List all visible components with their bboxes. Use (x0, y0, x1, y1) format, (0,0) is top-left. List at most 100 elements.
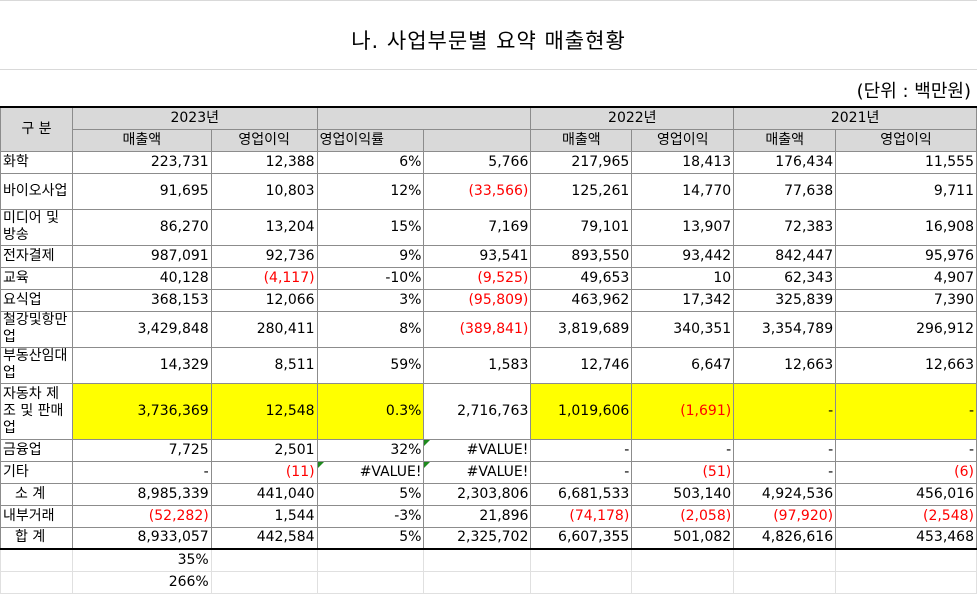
cell[interactable]: 2,325,702 (423, 526, 532, 550)
cell[interactable]: 280,411 (210, 310, 318, 348)
header-op-income-2021[interactable]: 영업이익 (835, 128, 977, 152)
cell[interactable]: 93,442 (631, 244, 735, 268)
cell[interactable]: - (631, 438, 735, 462)
row-label[interactable]: 교육 (0, 266, 73, 290)
cell[interactable]: 223,731 (71, 150, 212, 174)
empty-cell[interactable] (631, 570, 735, 594)
cell[interactable]: 32% (316, 438, 425, 462)
cell[interactable]: 91,695 (71, 172, 212, 210)
cell[interactable]: 7,390 (835, 288, 977, 312)
cell[interactable]: (1,691) (631, 382, 735, 440)
cell[interactable]: 62,343 (733, 266, 837, 290)
cell[interactable]: 2,716,763 (423, 382, 532, 440)
cell[interactable]: 16,908 (835, 208, 977, 246)
cell[interactable]: 3% (316, 288, 425, 312)
cell[interactable]: (9,525) (423, 266, 532, 290)
empty-cell[interactable] (210, 570, 318, 594)
cell[interactable]: 4,907 (835, 266, 977, 290)
cell[interactable]: (6) (835, 460, 977, 484)
cell[interactable]: -3% (316, 504, 425, 528)
empty-cell[interactable] (423, 570, 532, 594)
cell[interactable]: 8,985,339 (71, 482, 212, 506)
empty-cell[interactable] (210, 548, 318, 572)
cell[interactable]: 296,912 (835, 310, 977, 348)
empty-cell[interactable] (733, 548, 837, 572)
cell[interactable]: 6,607,355 (530, 526, 633, 550)
cell[interactable]: 12,746 (530, 346, 633, 384)
header-op-margin[interactable]: 영업이익률 (316, 128, 425, 152)
header-op-income-2022[interactable]: 영업이익 (631, 128, 735, 152)
cell[interactable]: 3,354,789 (733, 310, 837, 348)
cell[interactable]: 1,019,606 (530, 382, 633, 440)
cell[interactable]: 12% (316, 172, 425, 210)
cell[interactable]: 12,066 (210, 288, 318, 312)
cell[interactable]: 8,933,057 (71, 526, 212, 550)
cell[interactable]: 17,342 (631, 288, 735, 312)
cell[interactable]: 11,555 (835, 150, 977, 174)
cell[interactable]: 77,638 (733, 172, 837, 210)
header-category[interactable]: 구 분 (0, 106, 73, 152)
cell[interactable]: 3,429,848 (71, 310, 212, 348)
empty-cell[interactable] (733, 570, 837, 594)
cell[interactable]: 10 (631, 266, 735, 290)
cell[interactable]: (11) (210, 460, 318, 484)
header-op-income-2023[interactable]: 영업이익 (210, 128, 318, 152)
cell[interactable]: 456,016 (835, 482, 977, 506)
cell[interactable]: 8,511 (210, 346, 318, 384)
row-label[interactable]: 소 계 (0, 482, 73, 506)
cell[interactable]: 340,351 (631, 310, 735, 348)
cell[interactable]: - (733, 438, 837, 462)
cell[interactable]: 95,976 (835, 244, 977, 268)
row-label[interactable]: 부동산임대업 (0, 346, 73, 384)
empty-cell[interactable] (530, 570, 633, 594)
cell-error[interactable]: #VALUE! (423, 438, 532, 462)
cell[interactable]: (51) (631, 460, 735, 484)
cell[interactable]: 5,766 (423, 150, 532, 174)
empty-cell[interactable] (631, 548, 735, 572)
header-year-2021[interactable]: 2021년 (733, 106, 977, 130)
cell[interactable]: 2,303,806 (423, 482, 532, 506)
row-label[interactable]: 금융업 (0, 438, 73, 462)
cell[interactable]: 893,550 (530, 244, 633, 268)
cell[interactable]: 12,388 (210, 150, 318, 174)
cell[interactable]: 453,468 (835, 526, 977, 550)
cell[interactable]: - (530, 460, 633, 484)
cell[interactable]: 9% (316, 244, 425, 268)
cell[interactable]: 266% (71, 570, 212, 594)
cell[interactable]: 503,140 (631, 482, 735, 506)
cell[interactable]: 5% (316, 526, 425, 550)
cell[interactable]: (33,566) (423, 172, 532, 210)
cell[interactable]: 79,101 (530, 208, 633, 246)
row-label[interactable]: 기타 (0, 460, 73, 484)
cell[interactable]: 6% (316, 150, 425, 174)
cell[interactable]: 842,447 (733, 244, 837, 268)
cell[interactable]: 501,082 (631, 526, 735, 550)
cell[interactable]: 4,924,536 (733, 482, 837, 506)
cell[interactable]: 3,819,689 (530, 310, 633, 348)
cell[interactable]: (2,058) (631, 504, 735, 528)
cell[interactable]: 59% (316, 346, 425, 384)
cell[interactable]: 15% (316, 208, 425, 246)
cell[interactable]: 6,681,533 (530, 482, 633, 506)
cell[interactable]: 49,653 (530, 266, 633, 290)
cell[interactable]: 176,434 (733, 150, 837, 174)
cell[interactable]: 9,711 (835, 172, 977, 210)
cell[interactable]: 35% (71, 548, 212, 572)
cell[interactable]: 6,647 (631, 346, 735, 384)
cell[interactable]: 125,261 (530, 172, 633, 210)
header-year-2022[interactable]: 2022년 (530, 106, 735, 130)
cell[interactable]: 5% (316, 482, 425, 506)
cell[interactable]: 10,803 (210, 172, 318, 210)
cell[interactable]: 1,544 (210, 504, 318, 528)
row-label[interactable]: 합 계 (0, 526, 73, 550)
cell[interactable]: 13,204 (210, 208, 318, 246)
cell[interactable]: - (835, 382, 977, 440)
cell[interactable]: - (733, 382, 837, 440)
cell[interactable]: 40,128 (71, 266, 212, 290)
cell-error[interactable]: #VALUE! (423, 460, 532, 484)
cell-error[interactable]: #VALUE! (316, 460, 425, 484)
cell[interactable]: (52,282) (71, 504, 212, 528)
cell[interactable]: - (71, 460, 212, 484)
cell[interactable]: 72,383 (733, 208, 837, 246)
empty-cell[interactable] (835, 570, 977, 594)
